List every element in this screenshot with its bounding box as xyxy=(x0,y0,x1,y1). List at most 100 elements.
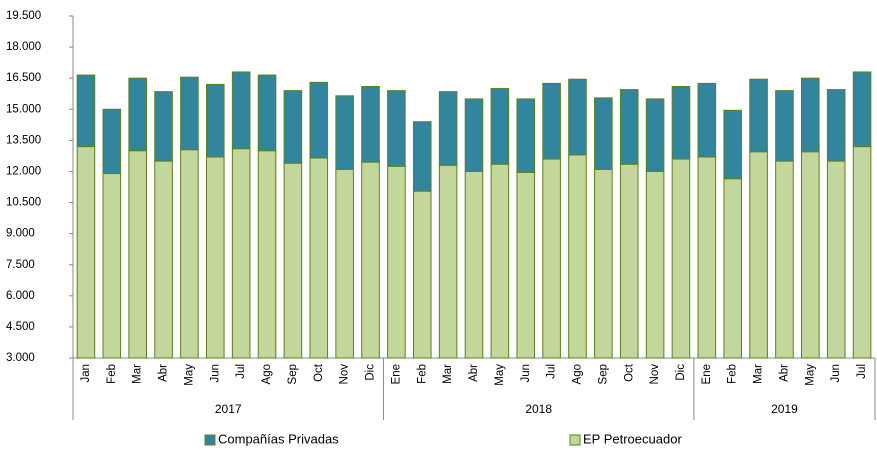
bar-segment xyxy=(128,150,147,359)
legend-swatch xyxy=(569,434,581,446)
bar-segment xyxy=(645,98,665,172)
bar-segment xyxy=(645,170,665,359)
legend-label: EP Petroecuador xyxy=(583,431,682,446)
bar-segment xyxy=(464,98,484,172)
x-tick-label: Ago xyxy=(261,364,273,384)
bar-segment xyxy=(516,171,536,359)
bar-segment xyxy=(749,78,768,153)
group-label: 2018 xyxy=(525,402,552,416)
bar-segment xyxy=(749,151,768,359)
group-label: 2019 xyxy=(771,402,798,416)
bar-segment xyxy=(335,95,354,170)
bar-segment xyxy=(412,190,432,359)
bar-segment xyxy=(516,98,536,173)
bar-segment xyxy=(671,85,691,160)
bar-segment xyxy=(154,160,173,359)
bar-segment xyxy=(801,77,820,153)
x-tick-label: Mar xyxy=(442,364,454,384)
bar-segment xyxy=(723,178,743,359)
bar-segment xyxy=(568,154,587,359)
x-tick-label: Sep xyxy=(597,364,609,384)
x-tick-label: Jul xyxy=(546,364,558,379)
bar-segment xyxy=(594,168,613,359)
legend-label: Compañías Privadas xyxy=(218,431,339,446)
x-tick-label: Abr xyxy=(158,364,170,382)
bar-segment xyxy=(826,160,846,359)
bar-segment xyxy=(542,158,561,359)
bar-segment xyxy=(283,162,303,359)
x-tick-label: Ene xyxy=(701,364,713,384)
y-tick-label: 16.500 xyxy=(6,72,41,84)
bar-segment xyxy=(309,81,329,159)
x-tick-label: Mar xyxy=(132,364,144,384)
bar-segment xyxy=(852,71,872,148)
bar-segment xyxy=(180,76,199,151)
y-tick-label: 12.000 xyxy=(6,165,41,177)
x-tick-label: Nov xyxy=(649,364,661,385)
bar-segment xyxy=(205,83,225,158)
x-tick-label: Oct xyxy=(623,363,635,382)
bar-segment xyxy=(438,164,458,359)
bar-segment xyxy=(231,148,251,359)
x-tick-label: Ago xyxy=(572,364,584,384)
bar-segment xyxy=(438,91,458,166)
bar-segment xyxy=(387,90,406,167)
bar-segment xyxy=(852,146,872,359)
bar-segment xyxy=(697,156,717,359)
bar-segment xyxy=(464,170,484,359)
group-label: 2017 xyxy=(215,402,242,416)
bar-segment xyxy=(102,108,122,175)
bar-segment xyxy=(775,160,794,359)
bar-segment xyxy=(490,163,510,359)
y-tick-label: 9.000 xyxy=(6,228,35,240)
bar-segment xyxy=(801,151,820,359)
bar-segment xyxy=(361,85,380,163)
bar-segment xyxy=(361,161,380,359)
y-tick-label: 10.500 xyxy=(6,197,41,209)
bar-segment xyxy=(490,88,510,165)
bar-segment xyxy=(412,121,432,192)
bar-segment xyxy=(257,150,277,359)
legend-swatch xyxy=(204,434,216,446)
x-tick-label: Feb xyxy=(727,364,739,384)
bar-segment xyxy=(128,77,147,152)
y-tick-label: 13.500 xyxy=(6,134,41,146)
bar-segment xyxy=(76,146,96,359)
y-tick-label: 15.000 xyxy=(6,103,41,115)
bar-segment xyxy=(154,91,173,162)
x-tick-label: Feb xyxy=(416,364,428,384)
y-tick-label: 7.500 xyxy=(6,259,35,271)
bar-segment xyxy=(231,71,251,150)
x-tick-label: Jan xyxy=(80,364,92,383)
x-tick-label: Sep xyxy=(287,364,299,384)
bar-segment xyxy=(309,157,329,359)
bar-segment xyxy=(257,74,277,152)
bar-segment xyxy=(283,90,303,164)
x-tick-label: May xyxy=(494,364,506,386)
x-tick-label: May xyxy=(804,364,816,386)
x-tick-label: Nov xyxy=(339,364,351,385)
bar-segment xyxy=(335,168,354,359)
bar-segment xyxy=(180,149,199,359)
bar-segment xyxy=(619,89,639,165)
bar-segment xyxy=(594,97,613,170)
y-tick-label: 18.000 xyxy=(6,41,41,53)
y-tick-label: 3.000 xyxy=(6,352,35,364)
bar-segment xyxy=(387,165,406,359)
x-tick-label: Dic xyxy=(675,364,687,381)
y-tick-label: 6.000 xyxy=(6,290,35,302)
bar-segment xyxy=(542,82,561,160)
y-tick-label: 4.500 xyxy=(6,321,35,333)
bar-segment xyxy=(568,78,587,156)
x-tick-label: Jul xyxy=(235,364,247,379)
bar-segment xyxy=(205,156,225,359)
x-tick-label: Jul xyxy=(856,364,868,379)
bar-segment xyxy=(102,173,122,359)
bar-segment xyxy=(671,158,691,359)
bar-segment xyxy=(826,89,846,162)
x-tick-label: Jun xyxy=(520,364,532,383)
x-tick-label: Jun xyxy=(830,364,842,383)
x-tick-label: Ene xyxy=(390,364,402,384)
x-tick-label: Oct xyxy=(313,363,325,382)
